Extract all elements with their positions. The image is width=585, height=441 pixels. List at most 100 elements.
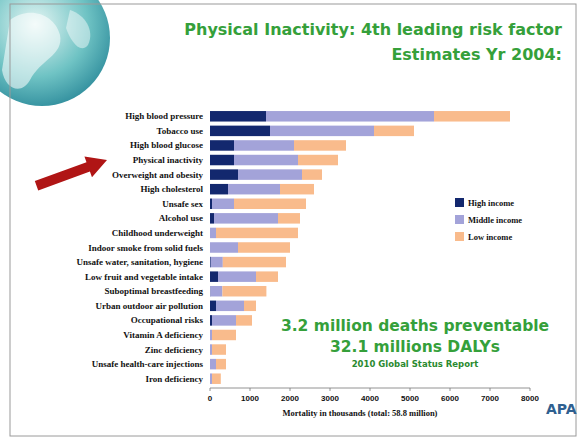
- bar: [212, 330, 236, 340]
- globe-land: [66, 10, 90, 48]
- x-tick: [370, 388, 371, 391]
- pointer-arrow: [33, 150, 111, 196]
- bar: [210, 271, 218, 281]
- bar: [210, 315, 212, 325]
- x-tick: [250, 388, 251, 391]
- annotation: 3.2 million deaths preventable: [281, 317, 549, 335]
- bar: [234, 140, 294, 150]
- category-label: High blood glucose: [130, 140, 203, 150]
- category-label: High blood pressure: [125, 111, 203, 121]
- legend-swatch: [455, 232, 464, 241]
- bar: [244, 301, 256, 311]
- bar: [298, 155, 338, 165]
- category-label: Indoor smoke from solid fuels: [88, 243, 203, 253]
- legend-swatch: [455, 198, 464, 207]
- bar: [302, 169, 322, 179]
- x-tick: [290, 388, 291, 391]
- category-label: Overweight and obesity: [112, 170, 203, 180]
- bar: [212, 199, 234, 209]
- bar: [234, 199, 306, 209]
- bar: [210, 286, 222, 296]
- bar: [210, 373, 212, 383]
- bar: [212, 315, 236, 325]
- bar: [238, 242, 290, 252]
- legend-label: High income: [468, 198, 514, 208]
- globe-land: [2, 13, 60, 89]
- x-tick-label: 2000: [281, 394, 299, 403]
- bar: [214, 213, 278, 223]
- x-tick: [330, 388, 331, 391]
- bar: [280, 184, 314, 194]
- legend-label: Low income: [468, 232, 512, 242]
- category-label: Occupational risks: [131, 315, 204, 325]
- category-label: Childhood underweight: [112, 228, 203, 238]
- globe: [0, 0, 110, 106]
- annotation: 32.1 millions DALYs: [330, 338, 500, 356]
- bar: [234, 155, 298, 165]
- category-label: Unsafe health-care injections: [92, 359, 204, 369]
- category-label: Urban outdoor air pollution: [96, 301, 203, 311]
- bar: [212, 373, 221, 383]
- bar: [294, 140, 346, 150]
- subtitle: Estimates Yr 2004:: [391, 45, 562, 64]
- bar: [210, 126, 270, 136]
- x-tick: [450, 388, 451, 391]
- bar: [210, 359, 216, 369]
- x-tick: [210, 388, 211, 391]
- legend-swatch: [455, 215, 464, 224]
- bar: [210, 140, 234, 150]
- category-label: Iron deficiency: [145, 374, 203, 384]
- category-label: Unsafe water, sanitation, hygiene: [77, 257, 203, 267]
- x-tick: [410, 388, 411, 391]
- x-tick-label: 7000: [481, 394, 499, 403]
- bar: [210, 242, 238, 252]
- category-label: Suboptimal breastfeeding: [104, 286, 203, 296]
- bar: [210, 184, 228, 194]
- x-tick-label: 6000: [441, 394, 459, 403]
- bar: [210, 169, 238, 179]
- bar: [210, 155, 234, 165]
- category-label: Zinc deficiency: [145, 345, 204, 355]
- legend-label: Middle income: [468, 215, 522, 225]
- title: Physical Inactivity: 4th leading risk fa…: [184, 20, 562, 39]
- bar: [238, 169, 302, 179]
- category-label: Unsafe sex: [162, 199, 203, 209]
- slide: Physical Inactivity: 4th leading risk fa…: [0, 0, 585, 441]
- bar: [212, 344, 226, 354]
- bar: [216, 301, 244, 311]
- bar: [211, 257, 223, 267]
- x-axis-title: Mortality in thousands (total: 58.8 mill…: [283, 408, 438, 418]
- bar: [210, 330, 212, 340]
- x-tick-label: 3000: [321, 394, 339, 403]
- x-tick-label: 8000: [521, 394, 539, 403]
- x-tick-label: 5000: [401, 394, 419, 403]
- bar: [210, 213, 214, 223]
- category-label: High cholesterol: [140, 184, 203, 194]
- category-label: Vitamin A deficiency: [123, 330, 203, 340]
- x-tick-label: 1000: [241, 394, 259, 403]
- category-label: Low fruit and vegetable intake: [85, 272, 203, 282]
- bars: [210, 111, 510, 384]
- bar: [236, 315, 252, 325]
- bar: [210, 344, 212, 354]
- bar: [210, 199, 212, 209]
- bar: [210, 301, 216, 311]
- category-label: Tobacco use: [157, 126, 203, 136]
- bar: [434, 111, 510, 121]
- x-tick: [530, 388, 531, 391]
- bar: [218, 271, 256, 281]
- bar: [222, 286, 266, 296]
- bar: [228, 184, 280, 194]
- x-tick: [490, 388, 491, 391]
- bar: [266, 111, 434, 121]
- bar: [210, 228, 216, 238]
- annotation-source: 2010 Global Status Report: [352, 359, 479, 369]
- bar: [223, 257, 286, 267]
- bar: [256, 271, 278, 281]
- bar: [278, 213, 300, 223]
- logo-text: APA: [546, 401, 577, 417]
- bar: [374, 126, 414, 136]
- bar: [270, 126, 374, 136]
- category-label: Physical inactivity: [133, 155, 204, 165]
- bar: [210, 111, 266, 121]
